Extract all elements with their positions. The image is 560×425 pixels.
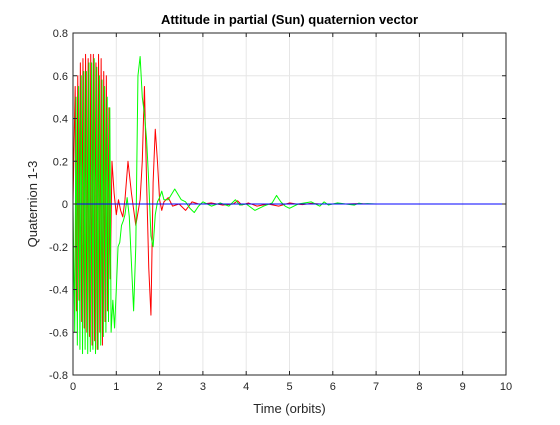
- y-axis-ticks: -0.8 -0.6 -0.4 -0.2 0 0.2 0.4 0.6 0.8: [49, 28, 506, 382]
- x-axis-ticks: 0 1 2 3 4 5 6 7 8 9 10: [70, 33, 512, 393]
- y-axis-label: Quaternion 1-3: [25, 161, 40, 248]
- x-tick-label: 0: [70, 381, 76, 393]
- x-tick-label: 6: [330, 381, 336, 393]
- y-tick-label: 0: [62, 199, 68, 211]
- y-tick-label: -0.6: [49, 327, 68, 339]
- y-tick-label: 0.6: [53, 71, 68, 83]
- y-tick-label: -0.8: [49, 370, 68, 382]
- x-tick-label: 9: [460, 381, 466, 393]
- y-tick-label: -0.4: [49, 285, 68, 297]
- chart-title: Attitude in partial (Sun) quaternion vec…: [161, 12, 418, 27]
- x-tick-label: 2: [157, 381, 163, 393]
- y-tick-label: 0.2: [53, 156, 68, 168]
- x-tick-label: 10: [500, 381, 512, 393]
- x-tick-label: 3: [200, 381, 206, 393]
- x-axis-label: Time (orbits): [253, 401, 325, 416]
- x-tick-label: 7: [373, 381, 379, 393]
- y-tick-label: 0.4: [53, 114, 68, 126]
- series-line-2: [72, 56, 506, 355]
- x-tick-label: 1: [113, 381, 119, 393]
- x-tick-label: 5: [286, 381, 292, 393]
- y-tick-label: 0.8: [53, 28, 68, 40]
- x-tick-label: 4: [243, 381, 249, 393]
- series-layer: [72, 53, 506, 355]
- y-tick-label: -0.2: [49, 242, 68, 254]
- x-tick-label: 8: [416, 381, 422, 393]
